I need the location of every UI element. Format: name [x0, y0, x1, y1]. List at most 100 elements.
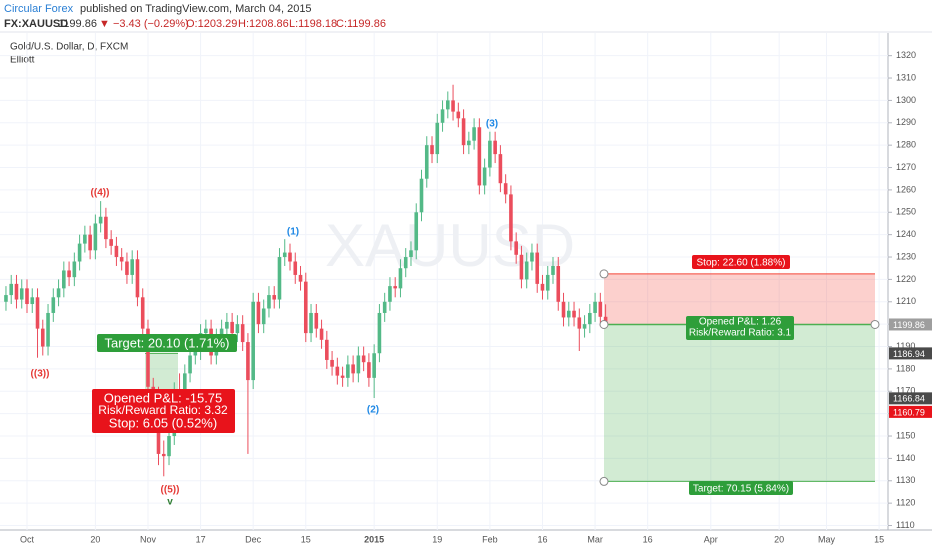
x-tick-label: 20 — [90, 534, 100, 544]
candle-body — [72, 261, 77, 278]
candle-body — [545, 274, 550, 291]
candle-body — [272, 295, 277, 300]
handle — [599, 476, 609, 486]
pnl-box — [92, 389, 235, 433]
candle-body — [472, 127, 476, 141]
candle-body — [356, 355, 361, 374]
x-tick-label: 15 — [301, 534, 311, 544]
candle-body — [519, 254, 524, 280]
x-tick-label: Feb — [482, 534, 498, 544]
candle-body — [219, 328, 224, 338]
candle-body — [367, 362, 371, 378]
candle-body — [104, 216, 108, 240]
y-tick-label: 1210 — [896, 296, 916, 306]
y-tick-label: 1230 — [896, 251, 916, 261]
y-tick-label: 1310 — [896, 72, 916, 82]
pnl-box — [686, 316, 794, 340]
candle-body — [467, 140, 471, 146]
rr-label: Risk/Reward Ratio: 3.1 — [689, 328, 792, 339]
close: C:1199.86 — [336, 18, 386, 30]
candle-body — [488, 140, 492, 168]
candle-body — [566, 310, 571, 318]
candle-body — [130, 259, 134, 275]
x-tick-label: 17 — [196, 534, 206, 544]
candle-body — [461, 118, 466, 146]
candle-body — [293, 261, 298, 275]
candle-body — [477, 127, 482, 186]
candle-body — [398, 268, 403, 289]
candle-body — [88, 234, 92, 251]
change: ▼ −3.43 (−0.29%) — [99, 18, 189, 30]
candle-body — [188, 355, 192, 374]
watermark: XAUUSD — [325, 212, 575, 279]
target-label: Target: 70.15 (5.84%) — [693, 484, 789, 495]
candle-body — [561, 301, 566, 318]
candle-body — [535, 252, 540, 284]
y-tick-label: 1130 — [896, 475, 915, 485]
target-label-box — [97, 334, 237, 352]
y-tick-label: 1290 — [896, 117, 916, 127]
candle-body — [282, 252, 287, 258]
price-badge-label: 1160.79 — [893, 407, 925, 417]
candle-body — [40, 328, 45, 347]
candle-body — [514, 241, 518, 255]
candle-body — [298, 274, 303, 282]
candle-body — [530, 252, 534, 262]
handle — [870, 319, 880, 329]
candle-body — [556, 265, 561, 302]
y-tick-label: 1170 — [896, 386, 915, 396]
x-tick-label: 19 — [432, 534, 442, 544]
candle-body — [319, 328, 324, 340]
candle-body — [582, 324, 587, 329]
candle-body — [14, 283, 19, 300]
y-tick-label: 1320 — [896, 50, 916, 60]
candle-body — [303, 281, 308, 334]
candle-body — [240, 324, 245, 343]
price-badge-label: 1166.84 — [893, 394, 925, 404]
candle-body — [540, 283, 545, 291]
candle-body — [403, 257, 408, 269]
candle-body — [424, 145, 429, 179]
y-tick-label: 1280 — [896, 140, 916, 150]
y-tick-label: 1250 — [896, 207, 916, 217]
x-tick-label: 2015 — [364, 534, 384, 544]
wave-label: v — [167, 497, 173, 508]
pnl-label: Opened P&L: 1.26 — [699, 317, 782, 328]
y-tick-label: 1150 — [896, 430, 915, 440]
x-tick-label: 16 — [537, 534, 547, 544]
candle-body — [351, 364, 355, 374]
candle-body — [435, 122, 440, 155]
y-tick-label: 1180 — [896, 363, 915, 373]
candle-body — [430, 145, 434, 155]
y-tick-label: 1270 — [896, 162, 916, 172]
candle-body — [277, 257, 282, 300]
price-badge — [889, 405, 932, 418]
author[interactable]: Circular Forex — [4, 3, 74, 15]
candle-body — [246, 342, 250, 381]
x-tick-label: Oct — [20, 534, 35, 544]
candle-body — [119, 257, 124, 262]
candle-body — [588, 312, 592, 325]
candle-body — [109, 239, 113, 246]
candle-body — [46, 312, 50, 347]
candle-body — [577, 317, 582, 329]
candle-body — [456, 111, 461, 119]
y-tick-label: 1110 — [896, 520, 915, 530]
candle-body — [77, 243, 82, 262]
target-label-box — [689, 481, 793, 495]
candle-body — [267, 295, 271, 309]
candle-body — [309, 312, 313, 334]
stop-label: Stop: 22.60 (1.88%) — [697, 258, 786, 269]
x-tick-label: May — [818, 534, 836, 544]
low: L:1198.18 — [289, 18, 337, 30]
wave-label: ((3)) — [31, 369, 50, 380]
pnl-label: Opened P&L: -15.75 — [104, 390, 223, 405]
stop-label-box — [692, 255, 790, 269]
candle-body — [93, 223, 98, 251]
x-tick-label: Nov — [140, 534, 157, 544]
x-tick-label: 16 — [643, 534, 653, 544]
y-tick-label: 1190 — [896, 341, 915, 351]
candle-body — [482, 167, 487, 186]
candle-body — [503, 183, 508, 195]
